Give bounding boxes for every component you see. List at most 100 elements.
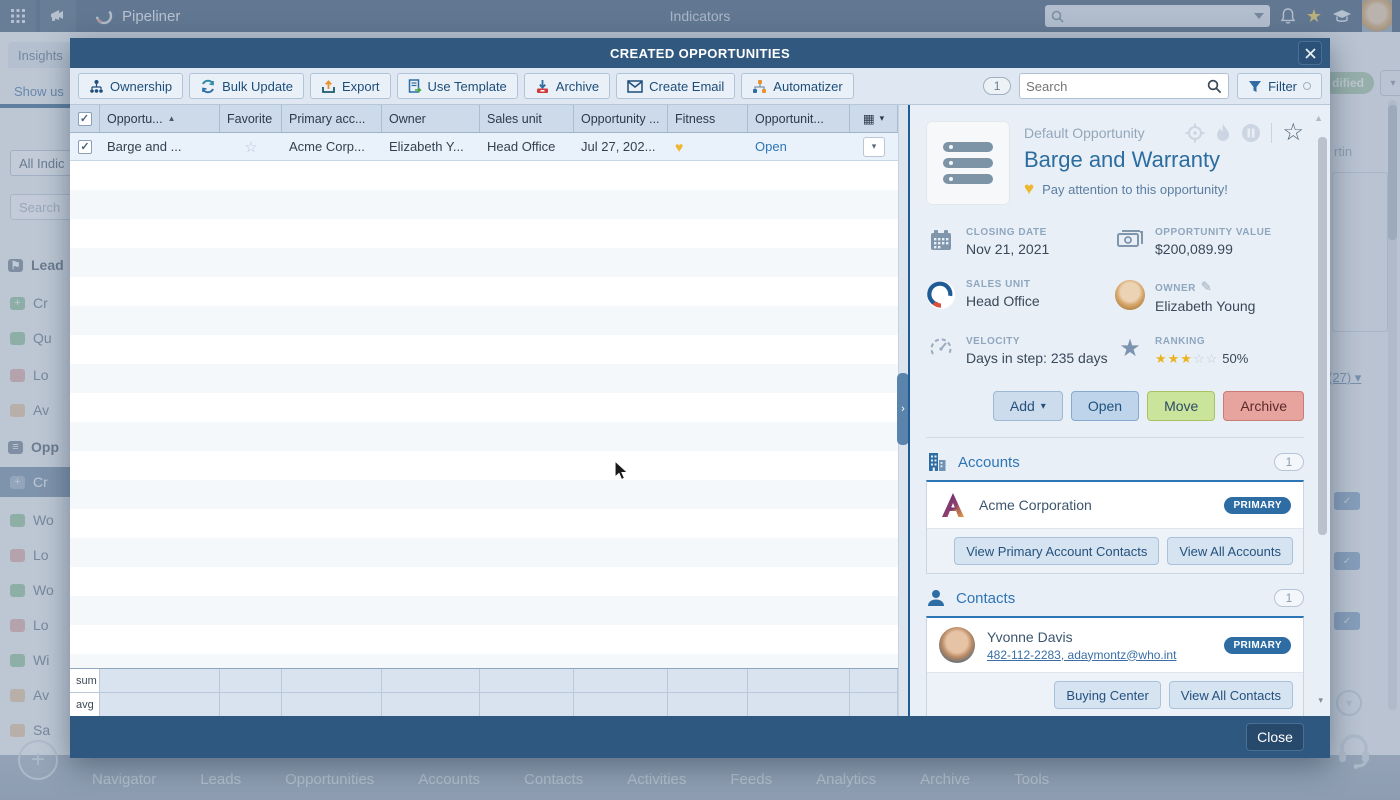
col-opportunity-status[interactable]: Opportunit... bbox=[748, 105, 850, 132]
automatizer-button[interactable]: Automatizer bbox=[741, 73, 854, 99]
panel-scrollbar[interactable]: ▲ ▾ bbox=[1314, 109, 1327, 712]
buying-center-button[interactable]: Buying Center bbox=[1054, 681, 1161, 709]
created-opportunities-modal: CREATED OPPORTUNITIES Ownership Bulk Upd… bbox=[70, 38, 1330, 758]
select-all-checkbox[interactable]: ✓ bbox=[70, 105, 100, 132]
contacts-title: Contacts bbox=[956, 589, 1016, 607]
archive-icon bbox=[536, 79, 548, 93]
scroll-down-icon: ▾ bbox=[1318, 695, 1323, 705]
sum-label: sum bbox=[70, 669, 100, 692]
row-favorite-star-icon[interactable]: ☆ bbox=[244, 138, 258, 156]
open-button[interactable]: Open bbox=[1070, 391, 1140, 421]
opportunity-value-field: OPPORTUNITY VALUE $200,089.99 bbox=[1115, 227, 1304, 257]
row-owner: Elizabeth Y... bbox=[389, 139, 464, 154]
acme-logo bbox=[942, 493, 964, 517]
opportunity-detail-panel: Default Opportunity ☆ Barge and Warranty… bbox=[908, 105, 1330, 716]
add-button[interactable]: Add ▾ bbox=[992, 391, 1063, 421]
row-status[interactable]: Open bbox=[755, 139, 787, 154]
column-picker-button[interactable]: ▦ ▾ bbox=[850, 105, 898, 132]
view-all-accounts-button[interactable]: View All Accounts bbox=[1167, 537, 1293, 565]
pause-icon[interactable] bbox=[1241, 123, 1261, 143]
view-all-contacts-button[interactable]: View All Contacts bbox=[1168, 681, 1293, 709]
sales-unit-field: SALES UNIT Head Office bbox=[926, 279, 1115, 314]
col-favorite[interactable]: Favorite bbox=[220, 105, 282, 132]
modal-title: CREATED OPPORTUNITIES bbox=[609, 45, 791, 61]
owner-field: OWNER ✎ Elizabeth Young bbox=[1115, 279, 1304, 314]
columns-grid-icon: ▦ bbox=[862, 112, 875, 126]
account-card: Acme Corporation PRIMARY View Primary Ac… bbox=[926, 480, 1304, 574]
ranking-percent: 50% bbox=[1222, 351, 1249, 366]
export-button[interactable]: Export bbox=[309, 73, 391, 99]
col-opportunity-name[interactable]: Opportu... ▲ bbox=[100, 105, 220, 132]
col-sales-unit[interactable]: Sales unit bbox=[480, 105, 574, 132]
col-owner[interactable]: Owner bbox=[382, 105, 480, 132]
row-primary-account[interactable]: Acme Corp... bbox=[289, 139, 365, 154]
opportunity-title: Barge and Warranty bbox=[1024, 147, 1221, 172]
ownership-icon bbox=[90, 79, 103, 93]
sort-asc-icon: ▲ bbox=[167, 114, 176, 123]
modal-toolbar: Ownership Bulk Update Export Use Templat… bbox=[70, 68, 1330, 105]
edit-owner-icon[interactable]: ✎ bbox=[1200, 279, 1213, 294]
flame-icon[interactable] bbox=[1215, 123, 1231, 143]
closing-date-field: CLOSING DATE Nov 21, 2021 bbox=[926, 227, 1115, 257]
row-opportunity-name[interactable]: Barge and ... bbox=[107, 139, 182, 154]
collapse-panel-handle[interactable]: › bbox=[897, 373, 909, 445]
col-fitness[interactable]: Fitness bbox=[668, 105, 748, 132]
avg-row: avg bbox=[70, 692, 898, 716]
target-icon[interactable] bbox=[1185, 123, 1205, 143]
sum-row: sum bbox=[70, 668, 898, 692]
search-icon bbox=[1207, 79, 1222, 93]
archive-opportunity-button[interactable]: Archive bbox=[1223, 391, 1304, 421]
close-icon bbox=[1304, 47, 1316, 59]
opportunity-image-tile[interactable] bbox=[926, 121, 1010, 205]
table-row[interactable]: ✓ Barge and ... ☆ Acme Corp... Elizabeth… bbox=[70, 133, 898, 161]
bulk-update-button[interactable]: Bulk Update bbox=[189, 73, 304, 99]
contacts-person-icon bbox=[928, 590, 944, 606]
use-template-icon bbox=[408, 78, 422, 93]
close-button[interactable]: Close bbox=[1246, 723, 1304, 751]
ranking-star-icon: ★ bbox=[1119, 335, 1141, 362]
row-checkbox[interactable]: ✓ bbox=[70, 133, 100, 160]
ranking-stars-empty: ☆☆ bbox=[1192, 351, 1219, 366]
use-template-button[interactable]: Use Template bbox=[396, 73, 518, 99]
move-button[interactable]: Move bbox=[1147, 391, 1216, 421]
ranking-stars-filled: ★★★ bbox=[1155, 351, 1193, 366]
accounts-title: Accounts bbox=[958, 453, 1020, 471]
view-primary-account-contacts-button[interactable]: View Primary Account Contacts bbox=[954, 537, 1160, 565]
create-email-icon bbox=[627, 79, 643, 93]
modal-search[interactable] bbox=[1019, 73, 1230, 99]
velocity-field: VELOCITY Days in step: 235 days bbox=[926, 336, 1115, 367]
col-primary-account[interactable]: Primary acc... bbox=[282, 105, 382, 132]
bulk-update-icon bbox=[202, 79, 215, 93]
modal-search-input[interactable] bbox=[1026, 78, 1208, 94]
contacts-section-header: Contacts 1 bbox=[926, 588, 1304, 608]
ownership-button[interactable]: Ownership bbox=[78, 73, 184, 99]
icon-divider bbox=[1271, 123, 1273, 143]
contact-name[interactable]: Yvonne Davis bbox=[987, 628, 1073, 645]
archive-button[interactable]: Archive bbox=[523, 73, 611, 99]
filter-button[interactable]: Filter bbox=[1237, 73, 1322, 99]
money-icon bbox=[1117, 230, 1143, 247]
modal-close-button[interactable] bbox=[1298, 41, 1322, 65]
calendar-icon bbox=[931, 230, 951, 250]
fitness-heart-icon: ♥ bbox=[1024, 179, 1035, 198]
row-fitness-heart-icon: ♥ bbox=[675, 138, 684, 155]
contact-email-link[interactable]: adaymontz@who.int bbox=[1067, 647, 1177, 662]
opportunity-type-label: Default Opportunity bbox=[1024, 125, 1145, 141]
col-opportunity-date[interactable]: Opportunity ... bbox=[574, 105, 668, 132]
selected-count-badge: 1 bbox=[983, 77, 1012, 95]
contact-card: Yvonne Davis 482-112-2283, adaymontz@who… bbox=[926, 616, 1304, 716]
account-name[interactable]: Acme Corporation bbox=[979, 497, 1092, 513]
contact-phone-link[interactable]: 482-112-2283 bbox=[987, 647, 1061, 662]
panel-scrollbar-thumb[interactable] bbox=[1318, 137, 1327, 535]
favorite-star-icon[interactable]: ☆ bbox=[1282, 119, 1304, 146]
export-icon bbox=[322, 79, 335, 93]
contact-avatar bbox=[939, 627, 975, 663]
avg-label: avg bbox=[70, 693, 100, 716]
chevron-down-icon: ▾ bbox=[1040, 400, 1046, 412]
create-email-button[interactable]: Create Email bbox=[616, 73, 736, 99]
ranking-field: ★ RANKING ★★★☆☆ 50% bbox=[1119, 335, 1249, 366]
row-sales-unit: Head Office bbox=[487, 139, 556, 154]
row-actions-dropdown[interactable]: ▾ bbox=[850, 133, 898, 160]
accounts-building-icon bbox=[929, 453, 946, 471]
modal-footer: Close bbox=[70, 716, 1330, 758]
